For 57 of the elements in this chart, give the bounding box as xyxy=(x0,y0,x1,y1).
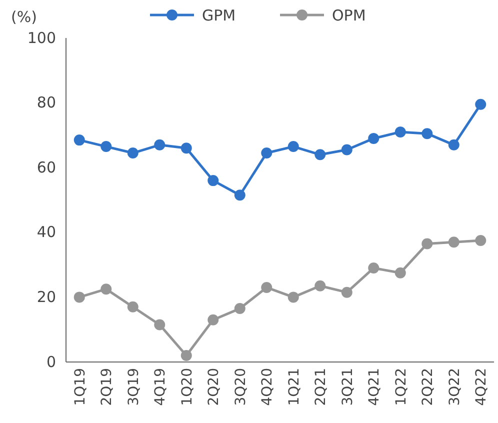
x-tick-label: 2Q22 xyxy=(420,368,436,406)
point xyxy=(74,292,85,303)
point xyxy=(394,267,406,278)
point xyxy=(394,126,406,138)
point xyxy=(368,132,380,144)
point xyxy=(261,282,272,293)
legend-label: GPM xyxy=(202,6,236,24)
point xyxy=(154,319,166,330)
point xyxy=(448,139,460,150)
point xyxy=(127,148,138,159)
point xyxy=(208,314,219,326)
legend-label: OPM xyxy=(332,6,366,24)
x-tick-label: 4Q19 xyxy=(152,368,169,406)
x-tick-label: 4Q20 xyxy=(260,368,276,406)
point xyxy=(288,292,299,303)
x-tick-label: 1Q22 xyxy=(393,368,410,406)
point xyxy=(314,149,326,160)
x-tick-label: 4Q21 xyxy=(366,368,383,406)
point xyxy=(234,190,246,201)
x-tick-label: 2Q19 xyxy=(99,368,116,406)
x-tick-label: 3Q22 xyxy=(446,368,463,406)
point xyxy=(261,148,272,159)
point xyxy=(475,98,486,110)
point xyxy=(74,134,85,146)
point xyxy=(422,128,433,140)
y-tick-label: 100 xyxy=(27,28,56,47)
y-tick-label: 0 xyxy=(46,352,56,371)
point xyxy=(448,236,460,248)
point xyxy=(341,144,352,156)
point xyxy=(127,301,138,312)
x-tick-label: 2Q20 xyxy=(206,368,222,406)
x-tick-label: 3Q21 xyxy=(340,368,356,406)
x-tick-label: 1Q21 xyxy=(286,368,302,406)
point xyxy=(288,141,299,152)
point xyxy=(368,262,380,274)
y-tick-label: 20 xyxy=(36,288,56,306)
point xyxy=(341,286,352,298)
point xyxy=(180,350,192,362)
x-tick-label: 1Q20 xyxy=(179,368,196,406)
point xyxy=(154,139,166,150)
point xyxy=(234,303,246,314)
y-tick-label: 60 xyxy=(36,158,56,176)
point xyxy=(422,238,433,250)
x-tick-label: 1Q19 xyxy=(72,368,88,406)
point xyxy=(475,235,486,246)
point xyxy=(100,284,112,295)
point xyxy=(208,175,219,186)
y-axis-title: (%) xyxy=(11,8,37,26)
x-tick-label: 4Q22 xyxy=(474,368,490,406)
x-tick-label: 2Q21 xyxy=(313,368,330,406)
x-tick-label: 3Q20 xyxy=(232,368,249,406)
y-tick-label: 40 xyxy=(36,223,56,242)
y-tick-label: 80 xyxy=(36,94,56,112)
x-tick-label: 3Q19 xyxy=(126,368,142,406)
point xyxy=(314,280,326,292)
point xyxy=(100,141,112,152)
point xyxy=(180,142,192,154)
